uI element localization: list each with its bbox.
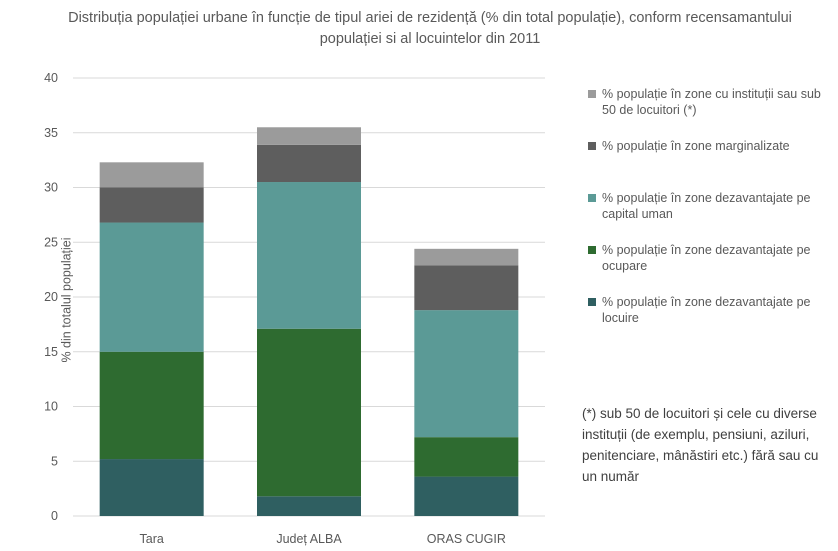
legend-swatch [588,298,596,306]
bar-segment [99,162,204,188]
y-tick-label: 35 [44,126,58,140]
y-tick-label: 30 [44,181,58,195]
y-tick-label: 25 [44,235,58,249]
chart-title: Distribuția populației urbane în funcție… [68,10,792,47]
footnote: (*) sub 50 de locuitori și cele cu diver… [582,406,819,484]
legend-swatch [588,194,596,202]
legend-item: % populație în zone dezavantajate pe cap… [586,190,831,242]
bar-segment [257,182,361,329]
y-tick-label: 5 [51,454,58,468]
y-tick-label: 15 [44,345,58,359]
legend-item: % populație în zone marginalizate [586,138,831,190]
legend-item: % populație în zone dezavantajate pe loc… [586,294,831,346]
bar-segment [414,310,519,438]
legend-label: % populație în zone cu instituții sau su… [602,87,821,117]
legend-label: % populație în zone marginalizate [602,139,790,153]
bars [99,127,519,516]
y-tick-label: 40 [44,71,58,85]
bar-segment [99,459,204,516]
bar-segment [414,265,519,311]
legend: % populație în zone cu instituții sau su… [586,86,831,346]
bar-segment [414,437,519,477]
bar-segment [257,328,361,497]
x-tick-label: Tara [140,532,164,546]
bar-segment [257,496,361,516]
bar-segment [99,351,204,460]
y-tick-label: 0 [51,509,58,523]
legend-swatch [588,90,596,98]
bar-segment [257,127,361,145]
legend-label: % populație în zone dezavantajate pe ocu… [602,243,811,273]
legend-item: % populație în zone cu instituții sau su… [586,86,831,138]
tick-labels: 0 5 10 15 20 25 30 35 40 Tara Județ ALBA ORAS CUGIR [44,71,506,546]
legend-swatch [588,142,596,150]
x-tick-label: Județ ALBA [276,532,342,546]
bar-segment [257,144,361,183]
legend-label: % populație în zone dezavantajate pe cap… [602,191,811,221]
chart-plot-area: 0 5 10 15 20 25 30 35 40 Tara Județ ALBA ORAS CUGIR [44,71,545,546]
y-tick-label: 20 [44,290,58,304]
legend-swatch [588,246,596,254]
bar-segment [414,476,519,516]
legend-item: % populație în zone dezavantajate pe ocu… [586,242,831,294]
bar-segment [99,222,204,352]
bar-segment [99,187,204,223]
legend-label: % populație în zone dezavantajate pe loc… [602,295,811,325]
bar-segment [414,248,519,266]
x-tick-label: ORAS CUGIR [427,532,506,546]
y-tick-label: 10 [44,400,58,414]
